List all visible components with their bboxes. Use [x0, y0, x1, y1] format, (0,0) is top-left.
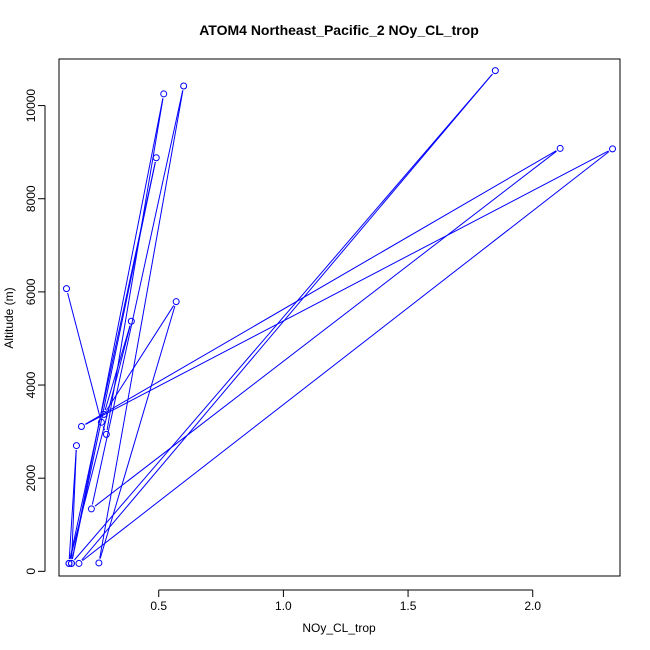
x-tick-label: 1.5: [400, 599, 417, 613]
x-axis: 0.5 1.0 1.5 2.0: [150, 589, 541, 613]
data-point: [62, 285, 70, 293]
data-point: [172, 298, 180, 306]
series-segment: [71, 450, 77, 559]
data-point: [491, 67, 499, 75]
y-tick-label: 10000: [24, 89, 38, 123]
data-point: [95, 559, 103, 567]
series-segment: [81, 73, 493, 561]
data-point: [180, 82, 188, 90]
series-segment: [69, 162, 156, 560]
y-tick-label: 4000: [24, 371, 38, 398]
x-tick-label: 0.5: [150, 599, 167, 613]
data-point: [152, 154, 160, 162]
data-point: [609, 145, 617, 153]
data-point: [100, 410, 108, 418]
series-segment: [85, 150, 557, 425]
data-point: [72, 442, 80, 450]
data-point: [102, 430, 110, 438]
x-tick-label: 2.0: [524, 599, 541, 613]
series-segment: [67, 292, 101, 419]
series-segment: [105, 305, 175, 411]
series-segment: [74, 73, 493, 561]
data-point: [75, 559, 83, 567]
series-segment: [71, 98, 164, 560]
series-segment: [69, 325, 131, 560]
series-segment: [91, 90, 184, 505]
x-axis-label: NOy_CL_trop: [302, 621, 376, 635]
chart-title: ATOM4 Northeast_Pacific_2 NOy_CL_trop: [199, 22, 479, 38]
series-segment: [85, 150, 609, 425]
plot-box: [58, 58, 621, 577]
y-axis: 0 2000 4000 6000 8000 10000: [24, 89, 46, 575]
y-tick-label: 2000: [24, 465, 38, 492]
series-segment: [94, 150, 557, 507]
data-point: [160, 90, 168, 98]
series-segment: [99, 90, 184, 559]
series-segment: [82, 151, 610, 562]
y-axis-label: Altitude (m): [2, 287, 16, 348]
data-point: [87, 505, 95, 513]
y-tick-label: 6000: [24, 278, 38, 305]
data-point: [127, 317, 135, 325]
series-segment: [104, 325, 131, 411]
data-point: [97, 418, 105, 426]
series-segment: [106, 98, 164, 431]
y-tick-label: 8000: [24, 185, 38, 212]
x-tick-label: 1.0: [275, 599, 292, 613]
y-tick-label: 0: [24, 568, 38, 575]
data-point: [77, 422, 85, 430]
data-point: [556, 144, 564, 152]
series-segment: [99, 305, 176, 559]
data-point: [67, 559, 75, 567]
data-point: [65, 559, 73, 567]
series-layer: [62, 67, 617, 567]
